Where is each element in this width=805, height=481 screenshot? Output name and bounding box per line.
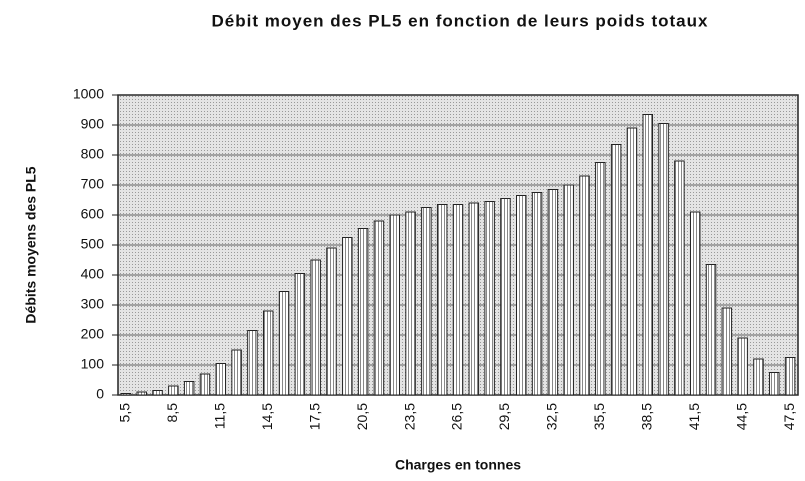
y-tick-label: 700 <box>81 176 105 192</box>
bar <box>389 214 400 396</box>
bar <box>721 307 733 396</box>
bar <box>231 349 242 396</box>
bar <box>737 337 748 396</box>
bar <box>183 381 195 396</box>
bar <box>500 198 511 396</box>
bar <box>215 363 227 396</box>
y-tick-label: 200 <box>81 326 105 342</box>
x-tick-label: 11,5 <box>211 403 227 429</box>
bar <box>642 114 654 396</box>
x-tick-label: 26,5 <box>449 403 465 430</box>
y-tick-label: 600 <box>81 206 105 222</box>
bar <box>563 184 574 396</box>
bar <box>310 259 321 396</box>
bar <box>769 372 780 396</box>
x-tick-label: 8,5 <box>164 403 180 423</box>
bar <box>421 207 432 396</box>
bar <box>199 373 211 396</box>
bar <box>674 160 685 396</box>
y-tick-label: 1000 <box>73 86 104 102</box>
bar <box>436 204 448 396</box>
x-tick-label: 17,5 <box>306 403 322 430</box>
bar <box>294 273 306 396</box>
x-tick-label: 14,5 <box>259 403 275 430</box>
bar <box>373 220 385 396</box>
bar <box>689 211 701 396</box>
bar <box>531 192 543 396</box>
y-tick-label: 0 <box>96 386 104 402</box>
bar <box>547 189 559 396</box>
bar <box>753 358 764 396</box>
bar <box>120 393 132 396</box>
bar <box>152 390 163 396</box>
bar <box>405 211 416 396</box>
bar <box>247 330 258 396</box>
x-tick-label: 29,5 <box>496 403 512 430</box>
bar <box>168 385 179 396</box>
y-axis-label: Débits moyens des PL5 <box>23 166 39 323</box>
y-tick-label: 500 <box>81 236 105 252</box>
chart-title: Débit moyen des PL5 en fonction de leurs… <box>212 11 709 30</box>
y-tick-label: 800 <box>81 146 105 162</box>
bar <box>326 247 337 396</box>
bar <box>705 264 717 396</box>
bar <box>595 162 606 396</box>
bar <box>136 391 147 396</box>
y-tick-label: 100 <box>81 356 105 372</box>
bar <box>610 144 622 396</box>
bar <box>357 228 369 396</box>
x-axis-label: Charges en tonnes <box>395 457 521 473</box>
bar <box>516 195 527 396</box>
x-tick-label: 35,5 <box>591 403 607 430</box>
bar <box>579 175 590 396</box>
x-tick-label: 5,5 <box>117 403 133 423</box>
bar <box>278 291 290 396</box>
x-tick-label: 41,5 <box>686 403 702 430</box>
y-tick-label: 300 <box>81 296 105 312</box>
bar <box>626 127 638 396</box>
y-tick-label: 400 <box>81 266 105 282</box>
bar <box>658 123 669 396</box>
x-tick-label: 38,5 <box>638 403 654 430</box>
bar <box>262 310 274 396</box>
bar <box>784 357 796 396</box>
bar <box>468 202 480 396</box>
bar <box>484 201 495 396</box>
x-tick-label: 44,5 <box>733 403 749 430</box>
bar <box>452 204 464 396</box>
x-tick-label: 23,5 <box>401 403 417 430</box>
y-tick-label: 900 <box>81 116 105 132</box>
x-tick-label: 32,5 <box>544 403 560 430</box>
x-tick-label: 47,5 <box>781 403 797 430</box>
x-tick-label: 20,5 <box>354 403 370 430</box>
bar <box>342 237 353 396</box>
